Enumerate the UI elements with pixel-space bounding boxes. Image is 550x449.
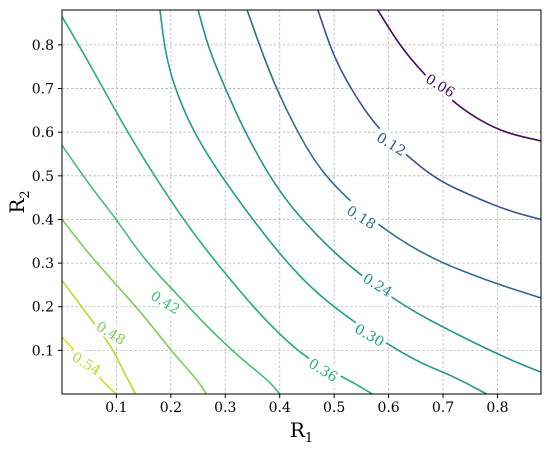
x-axis-label-sub: 1: [305, 431, 313, 446]
x-tick-label: 0.7: [432, 400, 454, 416]
contour-line-0.48: [62, 218, 207, 394]
y-tick-label: 0.6: [32, 125, 54, 141]
x-tick-label: 0.3: [214, 400, 236, 416]
contour-label-background: [304, 352, 344, 386]
x-axis-ticks: 0.1 0.2 0.3 0.4 0.5 0.6 0.7 0.8: [105, 394, 509, 416]
y-tick-label: 0.3: [32, 256, 54, 272]
y-axis-label-base: R: [5, 198, 29, 214]
grid: [62, 10, 541, 394]
y-tick-label: 0.5: [32, 169, 54, 185]
x-tick-label: 0.2: [160, 400, 182, 416]
y-tick-label: 0.4: [32, 212, 54, 228]
contour-label-group: 0.18: [342, 200, 382, 233]
contour-label-group: 0.06: [421, 68, 461, 101]
y-axis-ticks: 0.1 0.2 0.3 0.4 0.5 0.6 0.7 0.8: [32, 38, 62, 359]
contour-line-0.42: [62, 144, 281, 394]
contour-label-background: [421, 68, 461, 101]
contour-label-background: [67, 346, 107, 379]
contour-line-0.3: [159, 10, 487, 394]
y-axis-label: R2: [5, 190, 33, 213]
contour-label-group: 0.48: [92, 315, 132, 349]
y-axis-label-sub: 2: [18, 190, 33, 198]
contour-label-background: [350, 318, 390, 351]
contour-label-group: 0.54: [67, 346, 107, 379]
y-tick-label: 0.1: [32, 343, 54, 359]
contour-label-group: 0.42: [146, 285, 186, 318]
plot-frame: [61, 9, 542, 395]
x-axis-label: R1: [290, 418, 313, 446]
y-tick-label: 0.2: [32, 300, 54, 316]
contour-line-0.12: [317, 10, 541, 221]
x-tick-label: 0.1: [105, 400, 127, 416]
contour-label-background: [358, 267, 398, 301]
contour-label-background: [146, 285, 186, 318]
x-tick-label: 0.8: [486, 400, 508, 416]
contour-line-0.24: [197, 10, 541, 373]
contour-label-background: [342, 200, 382, 233]
contour-label-background: [372, 126, 412, 160]
x-tick-label: 0.5: [323, 400, 345, 416]
x-axis-label-base: R: [290, 418, 306, 442]
contour-lines: [62, 10, 541, 394]
x-tick-label: 0.4: [269, 400, 291, 416]
contour-line-0.06: [377, 10, 541, 142]
y-tick-label: 0.8: [32, 38, 54, 54]
contour-labels: 0.060.120.180.240.300.360.420.480.54: [67, 68, 461, 386]
x-tick-label: 0.6: [377, 400, 399, 416]
y-tick-label: 0.7: [32, 82, 54, 98]
contour-label-background: [92, 315, 132, 349]
